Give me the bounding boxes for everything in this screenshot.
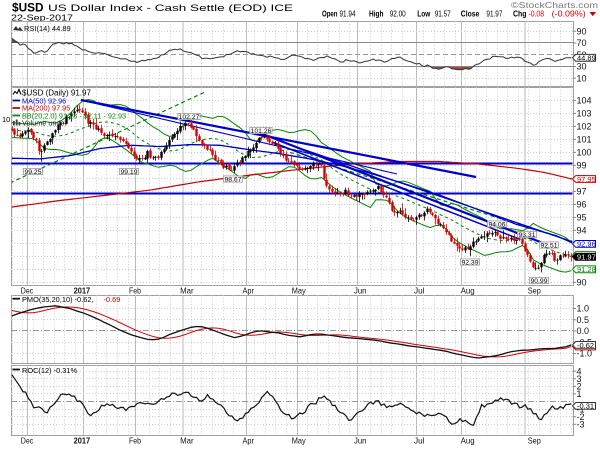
svg-text:104: 104 <box>577 96 592 106</box>
svg-text:22-Sep-2017: 22-Sep-2017 <box>11 14 74 23</box>
svg-text:Volume undef: Volume undef <box>22 119 68 128</box>
svg-text:44.89: 44.89 <box>577 54 596 63</box>
svg-text:101: 101 <box>577 135 592 145</box>
svg-text:0.5: 0.5 <box>577 315 590 325</box>
svg-text:MA(50) 92.96: MA(50) 92.96 <box>22 96 66 105</box>
svg-text:2017: 2017 <box>74 287 91 296</box>
svg-text:103: 103 <box>577 109 592 119</box>
svg-text:94: 94 <box>577 226 587 236</box>
svg-text:PMO(35,20,10) -0.62, -0.69: PMO(35,20,10) -0.62, -0.69 <box>22 295 120 304</box>
svg-text:Feb: Feb <box>129 437 142 446</box>
svg-text:$USD: $USD <box>12 1 44 15</box>
svg-text:Jul: Jul <box>414 287 425 296</box>
svg-text:Mar: Mar <box>180 437 194 446</box>
svg-text:93.31: 93.31 <box>518 232 535 239</box>
svg-text:Dec: Dec <box>21 437 34 446</box>
svg-text:Aug: Aug <box>461 287 475 296</box>
svg-text:96: 96 <box>577 200 587 210</box>
svg-text:2017: 2017 <box>74 437 91 446</box>
svg-text:Feb: Feb <box>129 287 142 296</box>
svg-text:©StockCharts.com: ©StockCharts.com <box>511 0 598 10</box>
svg-text:BB(20,2.0) 91.28 - 92.11 - 92.: BB(20,2.0) 91.28 - 92.11 - 92.93 <box>22 111 126 120</box>
svg-text:101.26: 101.26 <box>251 128 272 135</box>
svg-text:91.28: 91.28 <box>577 265 596 274</box>
svg-text:-3: -3 <box>577 420 585 430</box>
svg-text:Sep: Sep <box>528 287 542 296</box>
svg-text:-0.62: -0.62 <box>577 341 594 350</box>
svg-text:Mar: Mar <box>180 287 194 296</box>
svg-text:99.19: 99.19 <box>120 169 137 176</box>
svg-text:30: 30 <box>577 62 587 72</box>
svg-text:92.96: 92.96 <box>577 240 596 249</box>
svg-text:$USD (Daily) 91.97: $USD (Daily) 91.97 <box>22 89 91 98</box>
svg-text:70: 70 <box>577 38 587 48</box>
svg-text:98.67: 98.67 <box>224 176 241 183</box>
svg-text:10: 10 <box>2 115 10 124</box>
svg-text:Apr: Apr <box>243 287 255 296</box>
svg-text:US Dollar Index - Cash Settle: US Dollar Index - Cash Settle (EOD) ICE <box>48 3 293 14</box>
svg-text:97.95: 97.95 <box>577 175 596 184</box>
svg-text:90: 90 <box>577 278 587 288</box>
svg-text:Apr: Apr <box>243 437 255 446</box>
svg-text:Dec: Dec <box>21 287 34 296</box>
svg-text:May: May <box>292 437 306 446</box>
svg-text:4: 4 <box>577 366 582 376</box>
svg-text:94.06: 94.06 <box>488 221 505 228</box>
svg-text:10: 10 <box>577 74 587 84</box>
svg-text:May: May <box>292 287 306 296</box>
svg-text:1: 1 <box>577 389 582 399</box>
svg-text:102: 102 <box>577 122 592 132</box>
svg-text:102.27: 102.27 <box>179 114 200 121</box>
svg-text:90: 90 <box>577 27 587 37</box>
svg-text:Jun: Jun <box>354 287 367 296</box>
svg-text:100: 100 <box>577 148 592 158</box>
svg-text:90.99: 90.99 <box>530 278 547 285</box>
svg-text:Jul: Jul <box>414 437 425 446</box>
svg-text:3: 3 <box>577 374 582 384</box>
svg-text:92.39: 92.39 <box>461 259 478 266</box>
svg-text:Aug: Aug <box>461 437 475 446</box>
svg-text:1.0: 1.0 <box>577 304 590 314</box>
svg-text:ROC(12) -0.31%: ROC(12) -0.31% <box>22 366 77 375</box>
svg-text:Sep: Sep <box>528 437 542 446</box>
svg-text:-2: -2 <box>577 412 585 422</box>
svg-text:97: 97 <box>577 187 587 197</box>
svg-text:-1.0: -1.0 <box>577 349 593 359</box>
svg-text:99: 99 <box>577 161 587 171</box>
svg-text:RSI(14) 44.89: RSI(14) 44.89 <box>24 24 71 33</box>
svg-text:99.25: 99.25 <box>24 169 41 176</box>
svg-text:91.97: 91.97 <box>577 253 596 262</box>
svg-text:2: 2 <box>577 382 582 392</box>
svg-text:Jun: Jun <box>354 437 367 446</box>
svg-text:92.51: 92.51 <box>540 242 557 249</box>
svg-text:0.0: 0.0 <box>577 326 590 336</box>
svg-text:-0.31: -0.31 <box>577 402 594 411</box>
svg-text:MA(200) 97.95: MA(200) 97.95 <box>22 104 70 113</box>
svg-text:95: 95 <box>577 213 587 223</box>
